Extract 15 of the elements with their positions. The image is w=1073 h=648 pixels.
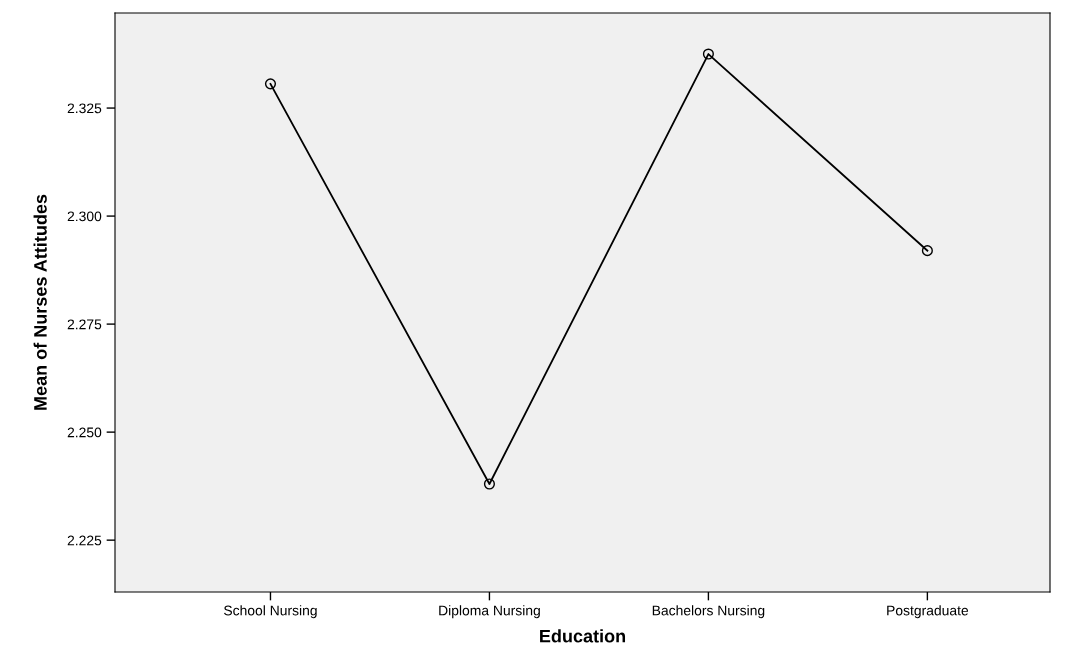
x-tick-label: School Nursing	[224, 605, 317, 619]
x-tick-label: Bachelors Nursing	[652, 605, 765, 619]
x-axis-title: Education	[540, 629, 626, 643]
y-tick-label: 2.250	[67, 427, 102, 438]
x-tick-label: Diploma Nursing	[439, 605, 540, 619]
y-tick-label: 2.225	[67, 535, 102, 546]
point	[921, 245, 933, 257]
y-tick-label: 2.300	[67, 211, 102, 222]
point	[483, 478, 495, 490]
y-tick-label: 2.325	[67, 103, 102, 114]
point	[702, 48, 714, 60]
y-tick-label: 2.275	[67, 319, 102, 330]
y-axis-title: Mean of Nurses Attitudes	[33, 194, 47, 410]
x-tick-label: Postgraduate	[887, 605, 969, 619]
point	[264, 78, 277, 90]
